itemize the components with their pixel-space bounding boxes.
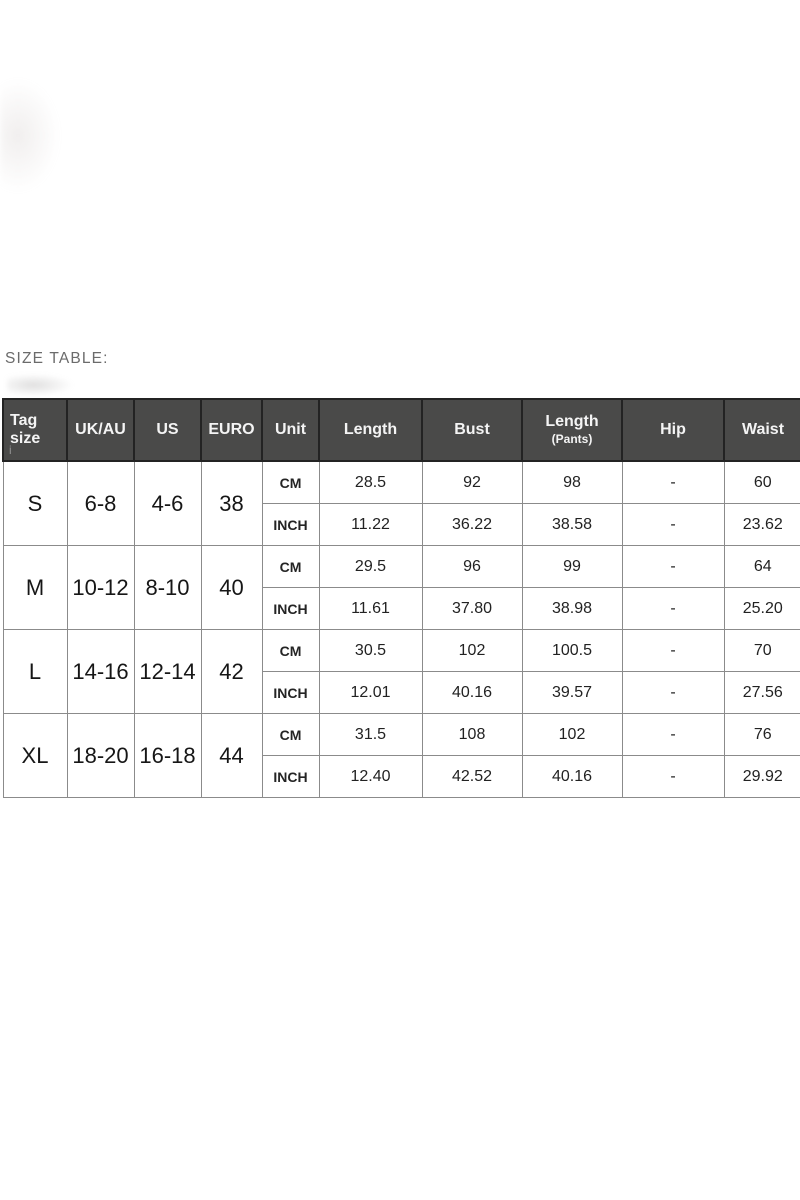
bust-value: 108 [421,713,523,756]
hip-value: - [621,587,725,630]
length-value: 31.5 [318,713,423,756]
unit-cell: INCH [261,671,320,714]
waist-value: 23.62 [723,503,800,546]
header-cell-us: US [133,398,202,462]
unit-cell: CM [261,629,320,672]
euro-cell-s: 38 [200,460,263,546]
row-l-cm: L 14-16 12-14 42 CM 30.5 102 100.5 - 70 [2,629,800,714]
waist-value: 27.56 [723,671,800,714]
ukau-cell-xl: 18-20 [66,713,135,798]
row-xl-cm: XL 18-20 16-18 44 CM 31.5 108 102 - 76 [2,713,800,798]
ukau-cell-s: 6-8 [66,460,135,546]
header-cell-length: Length [318,398,423,462]
length-pants-value: 39.57 [521,671,623,714]
row-l-inch: INCH 12.01 40.16 39.57 - 27.56 [3,671,800,714]
waist-value: 64 [723,545,800,588]
euro-cell-xl: 44 [200,713,263,798]
header-length-pants-line1: Length [545,413,599,431]
hip-value: - [621,503,725,546]
unit-cell: INCH [261,587,320,630]
us-cell-s: 4-6 [133,460,202,546]
row-m-inch: INCH 11.61 37.80 38.98 - 25.20 [3,587,800,630]
waist-value: 25.20 [723,587,800,630]
length-value: 11.22 [318,503,423,546]
header-cell-bust: Bust [421,398,523,462]
length-value: 28.5 [318,460,423,504]
hip-value: - [621,460,725,504]
length-pants-value: 102 [521,713,623,756]
waist-value: 76 [723,713,800,756]
unit-cell: CM [261,460,320,504]
ukau-cell-m: 10-12 [66,545,135,630]
bust-value: 96 [421,545,523,588]
page-title: SIZE TABLE: [5,350,109,367]
size-cell-m: M [2,545,68,630]
hip-value: - [621,713,725,756]
length-value: 12.01 [318,671,423,714]
hip-value: - [621,755,725,798]
tag-size-ghost-mark: i [9,443,12,458]
header-cell-unit: Unit [261,398,320,462]
header-cell-euro: EURO [200,398,263,462]
row-s-cm: S 6-8 4-6 38 CM 28.5 92 98 - 60 [2,460,800,546]
length-value: 30.5 [318,629,423,672]
length-value: 11.61 [318,587,423,630]
row-m-cm: M 10-12 8-10 40 CM 29.5 96 99 - 64 [2,545,800,630]
size-cell-s: S [2,460,68,546]
header-length-pants-line2: (Pants) [551,431,593,446]
length-pants-value: 100.5 [521,629,623,672]
unit-cell: CM [261,545,320,588]
hip-value: - [621,545,725,588]
length-pants-value: 40.16 [521,755,623,798]
length-pants-value: 38.58 [521,503,623,546]
bust-value: 102 [421,629,523,672]
header-cell-hip: Hip [621,398,725,462]
row-xl-inch: INCH 12.40 42.52 40.16 - 29.92 [3,755,800,798]
us-cell-m: 8-10 [133,545,202,630]
header-cell-length-pants: Length (Pants) [521,398,623,462]
us-cell-xl: 16-18 [133,713,202,798]
hip-value: - [621,629,725,672]
unit-cell: INCH [261,755,320,798]
row-s-inch: INCH 11.22 36.22 38.58 - 23.62 [3,503,800,546]
ukau-cell-l: 14-16 [66,629,135,714]
header-cell-waist: Waist [723,398,800,462]
header-tag-size-label: Tag size [10,411,41,447]
bust-value: 37.80 [421,587,523,630]
waist-value: 29.92 [723,755,800,798]
header-cell-uk-au: UK/AU [66,398,135,462]
size-table: Tag size i UK/AU US EURO Unit Length Bus… [2,398,800,798]
header-cell-tag-size: Tag size i [2,398,68,462]
photo-smudge-artifact [0,78,60,193]
table-header-row: Tag size i UK/AU US EURO Unit Length Bus… [2,398,800,462]
bust-value: 42.52 [421,755,523,798]
euro-cell-m: 40 [200,545,263,630]
bust-value: 92 [421,460,523,504]
length-pants-value: 38.98 [521,587,623,630]
length-value: 29.5 [318,545,423,588]
waist-value: 70 [723,629,800,672]
unit-cell: INCH [261,503,320,546]
bust-value: 36.22 [421,503,523,546]
length-value: 12.40 [318,755,423,798]
erased-text-artifact [7,374,73,396]
waist-value: 60 [723,460,800,504]
length-pants-value: 99 [521,545,623,588]
bust-value: 40.16 [421,671,523,714]
hip-value: - [621,671,725,714]
size-cell-xl: XL [2,713,68,798]
euro-cell-l: 42 [200,629,263,714]
size-cell-l: L [2,629,68,714]
unit-cell: CM [261,713,320,756]
length-pants-value: 98 [521,460,623,504]
us-cell-l: 12-14 [133,629,202,714]
